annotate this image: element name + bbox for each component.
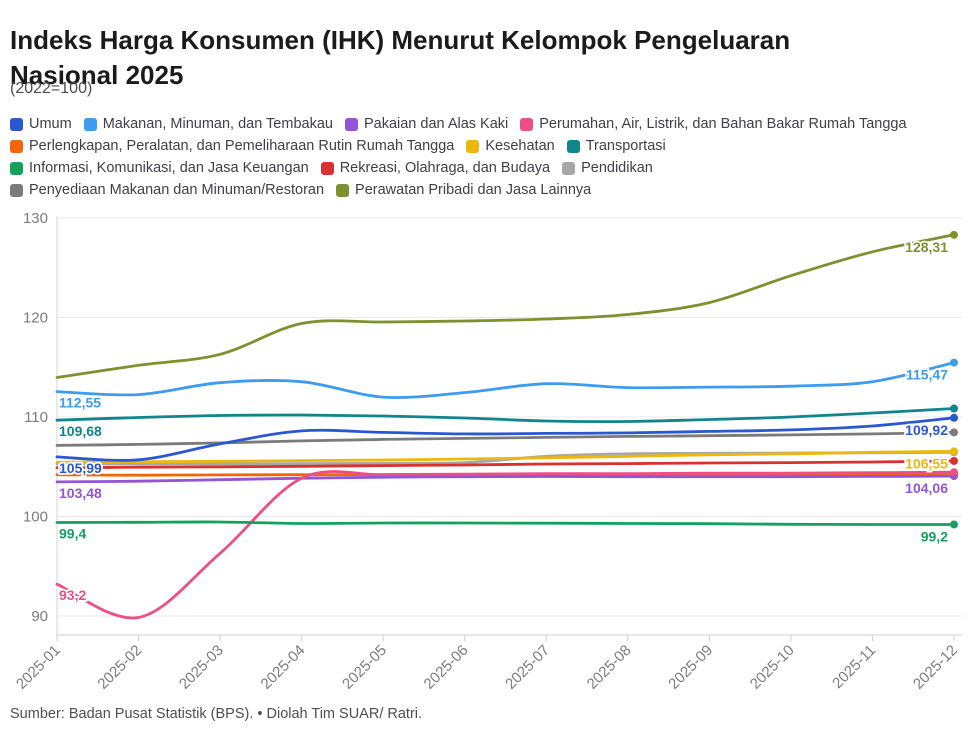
end-value-label-umum: 109,92	[905, 422, 948, 438]
end-value-label-informasi: 99,2	[921, 528, 948, 544]
series-end-dot-makanan	[950, 358, 958, 367]
end-value-label-makanan: 115,47	[906, 367, 948, 383]
legend-swatch-icon	[466, 139, 480, 153]
legend-item-umum: Umum	[10, 113, 72, 135]
x-axis-tick-label: 2025-01	[13, 642, 64, 693]
line-chart: 90 100 110 120 130 2025-01 2025-02 2025-03 2025-…	[0, 202, 979, 707]
legend-item-rekreasi: Rekreasi, Olahraga, dan Budaya	[320, 157, 551, 179]
legend-swatch-icon	[566, 139, 580, 153]
legend-swatch-icon	[10, 139, 23, 153]
legend-label: Rekreasi, Olahraga, dan Budaya	[339, 160, 551, 176]
series-line-perawatan	[55, 233, 956, 379]
x-axis-tick-label: 2025-11	[829, 642, 879, 692]
x-axis-tick-label: 2025-02	[94, 642, 145, 693]
legend-item-kesehatan: Kesehatan	[466, 135, 555, 157]
legend-label: Penyediaan Makanan dan Minuman/Restoran	[29, 182, 325, 198]
legend-swatch-icon	[344, 117, 358, 131]
legend-label: Umum	[29, 116, 72, 132]
x-axis-tick-label: 2025-06	[421, 642, 472, 693]
series-end-dot-penyediaan	[950, 428, 958, 437]
series-end-dot-perumahan	[950, 468, 958, 477]
legend-swatch-icon	[520, 117, 534, 131]
legend-label: Perawatan Pribadi dan Jasa Lainnya	[355, 182, 592, 198]
source-note: Sumber: Badan Pusat Statistik (BPS). • D…	[10, 706, 423, 722]
legend-item-pakaian: Pakaian dan Alas Kaki	[344, 113, 509, 135]
legend-item-perlengkapan: Perlengkapan, Peralatan, dan Pemeliharaa…	[10, 135, 454, 157]
y-axis-tick-label: 130	[23, 210, 48, 227]
chart-legend: Umum Makanan, Minuman, dan Tembakau Pakaia…	[10, 113, 919, 201]
legend-label: Perlengkapan, Peralatan, dan Pemeliharaa…	[29, 138, 455, 154]
series-line-perumahan	[55, 470, 956, 620]
series-end-dot-umum	[950, 413, 958, 422]
series-end-dot-rekreasi	[950, 456, 958, 465]
x-axis-tick-label: 2025-12	[910, 642, 961, 693]
series-line-informasi	[55, 520, 956, 526]
x-axis-tick-label: 2025-05	[339, 642, 390, 693]
legend-item-penyediaan: Penyediaan Makanan dan Minuman/Restoran	[10, 179, 324, 201]
start-value-label-pakaian: 103,48	[59, 485, 102, 501]
x-axis-tick-label: 2025-08	[584, 642, 635, 693]
series-line-transportasi	[55, 407, 956, 423]
legend-swatch-icon	[320, 161, 334, 175]
legend-swatch-icon	[10, 183, 23, 197]
legend-item-transportasi: Transportasi	[566, 135, 666, 157]
legend-label: Pendidikan	[581, 160, 653, 176]
series-line-penyediaan	[55, 431, 956, 447]
legend-item-informasi: Informasi, Komunikasi, dan Jasa Keuangan	[10, 157, 309, 179]
x-axis-tick-label: 2025-10	[747, 642, 798, 693]
legend-swatch-icon	[10, 117, 23, 131]
series-end-dot-informasi	[950, 520, 958, 529]
start-value-label-umum: 105,99	[59, 460, 102, 476]
legend-row: Informasi, Komunikasi, dan Jasa Keuangan…	[10, 157, 919, 179]
series-line-makanan	[55, 361, 956, 399]
legend-label: Perumahan, Air, Listrik, dan Bahan Bakar…	[539, 116, 907, 132]
start-value-label-perumahan: 93,2	[59, 587, 86, 603]
legend-item-pendidikan: Pendidikan	[562, 157, 653, 179]
legend-label: Transportasi	[585, 138, 666, 154]
series-line-umum	[55, 416, 956, 462]
series-line-pakaian	[55, 474, 956, 484]
series-end-dot-perawatan	[950, 230, 958, 239]
chart-title: Indeks Harga Konsumen (IHK) Menurut Kelo…	[10, 23, 790, 92]
legend-row: Perlengkapan, Peralatan, dan Pemeliharaa…	[10, 135, 919, 157]
legend-swatch-icon	[10, 161, 23, 175]
series-end-dot-transportasi	[950, 404, 958, 413]
series-line-kesehatan	[55, 449, 956, 464]
legend-row: Penyediaan Makanan dan Minuman/Restoran P…	[10, 179, 919, 201]
end-value-label-pakaian: 104,06	[905, 480, 948, 496]
chart-subtitle: (2022=100)	[10, 80, 93, 97]
y-axis-tick-label: 90	[31, 608, 48, 625]
y-axis-tick-label: 100	[23, 509, 48, 526]
x-axis-tick-label: 2025-09	[665, 642, 716, 693]
chart-title-line2: Nasional 2025	[10, 59, 184, 90]
legend-swatch-icon	[336, 183, 350, 197]
series-line-rekreasi	[55, 459, 956, 470]
legend-label: Makanan, Minuman, dan Tembakau	[102, 116, 333, 132]
start-value-label-transportasi: 109,68	[59, 423, 102, 439]
end-value-label-perawatan: 128,31	[905, 239, 948, 255]
legend-label: Kesehatan	[485, 138, 555, 154]
legend-row: Umum Makanan, Minuman, dan Tembakau Pakaia…	[10, 113, 919, 135]
legend-item-makanan: Makanan, Minuman, dan Tembakau	[83, 113, 333, 135]
legend-swatch-icon	[83, 117, 97, 131]
y-axis-tick-label: 120	[23, 310, 48, 327]
legend-label: Informasi, Komunikasi, dan Jasa Keuangan	[29, 160, 309, 176]
x-axis-tick-label: 2025-07	[502, 642, 553, 693]
legend-label: Pakaian dan Alas Kaki	[363, 116, 509, 132]
y-axis-tick-label: 110	[24, 409, 48, 426]
start-value-label-informasi: 99,4	[59, 525, 86, 541]
end-value-label-kesehatan: 106,55	[905, 455, 948, 471]
legend-item-perawatan: Perawatan Pribadi dan Jasa Lainnya	[336, 179, 591, 201]
line-chart-svg: 90 100 110 120 130 2025-01 2025-02 2025-03 2025-…	[13, 210, 962, 693]
start-value-label-makanan: 112,55	[59, 395, 101, 411]
x-axis-tick-label: 2025-03	[176, 642, 227, 693]
chart-title-line1: Indeks Harga Konsumen (IHK) Menurut Kelo…	[10, 25, 791, 56]
legend-swatch-icon	[562, 161, 576, 175]
x-axis-tick-label: 2025-04	[258, 642, 309, 693]
legend-item-perumahan: Perumahan, Air, Listrik, dan Bahan Bakar…	[520, 113, 907, 135]
series-end-dot-kesehatan	[950, 447, 958, 456]
